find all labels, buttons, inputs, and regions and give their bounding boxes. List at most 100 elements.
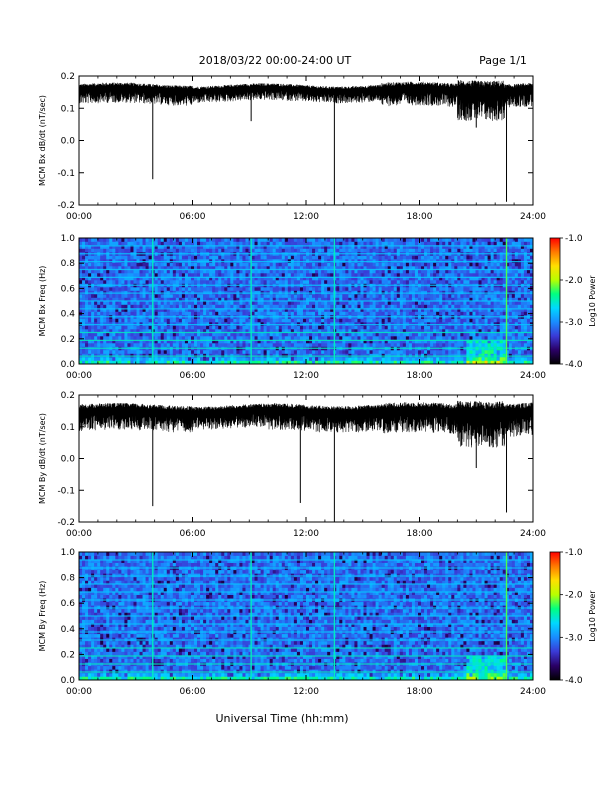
spectrogram-cell [103, 329, 107, 333]
spectrogram-cell [484, 266, 488, 270]
spectrogram-cell [281, 241, 286, 246]
spectrogram-cell [97, 287, 101, 291]
spectrogram-cell [414, 262, 419, 267]
spectrogram-cell [218, 290, 222, 295]
spectrogram-cell [354, 360, 358, 365]
spectrogram-cell [287, 280, 292, 284]
spectrogram-cell [469, 325, 473, 330]
spectrogram-cell [293, 357, 298, 361]
spectrogram-cell [127, 255, 131, 260]
spectrogram-cell [154, 318, 158, 323]
spectrogram-cell [109, 360, 113, 365]
spectrogram-cell [221, 255, 225, 260]
spectrogram-cell [281, 322, 286, 326]
spectrogram-cell [296, 332, 301, 337]
spectrogram-cell [109, 276, 113, 281]
spectrogram-cell [357, 329, 361, 333]
spectrogram-cell [475, 259, 479, 263]
spectrogram-cell [369, 287, 373, 291]
spectrogram-cell [221, 336, 225, 340]
spectrogram-cell [85, 238, 89, 242]
spectrogram-cell [484, 325, 488, 330]
spectrogram-cell [242, 301, 246, 305]
spectrogram-cell [215, 329, 219, 333]
spectrogram-cell [85, 294, 89, 298]
spectrogram-cell [448, 353, 452, 358]
spectrogram-cell [345, 311, 349, 316]
spectrogram-cell [269, 266, 274, 270]
spectrogram-cell [408, 262, 413, 267]
spectrogram-cell [402, 332, 407, 337]
spectrogram-cell [88, 350, 92, 354]
spectrogram-cell [224, 297, 228, 302]
spectrogram-cell [375, 294, 379, 298]
spectrogram-cell [227, 304, 231, 309]
spectrogram-cell [312, 259, 316, 263]
spectrogram-cell [402, 262, 407, 267]
spectrogram-cell [194, 259, 198, 263]
spectrogram-cell [487, 308, 491, 312]
spectrogram-cell [299, 245, 304, 249]
spectrogram-cell [224, 248, 228, 253]
spectrogram-cell [369, 357, 373, 361]
spectrogram-cell [454, 248, 458, 253]
spectrogram-cell [302, 269, 307, 274]
spectrogram-cell [357, 325, 361, 330]
spectrogram-cell [263, 304, 267, 309]
spectrogram-cell [194, 297, 198, 302]
spectrogram-cell [169, 343, 174, 347]
spectrogram-cell [269, 357, 274, 361]
spectrogram-cell [106, 269, 110, 274]
spectrogram-cell [484, 276, 488, 281]
spectrogram-cell [266, 353, 270, 358]
spectrogram-cell [351, 308, 355, 312]
spectrogram-cell [203, 294, 207, 298]
spectrogram-cell [309, 294, 313, 298]
spectrogram-cell [278, 360, 283, 365]
spectrogram-cell [414, 308, 419, 312]
spectrogram-cell [302, 311, 307, 316]
spectrogram-cell [451, 304, 455, 309]
spectrogram-cell [190, 297, 195, 302]
spectrogram-cell [109, 297, 113, 302]
spectrogram-cell [414, 329, 419, 333]
spectrogram-cell [221, 245, 225, 249]
panels: 00:00 06:00 12:00 18:00 24:00-0.2-0.10.00.10… [38, 72, 597, 697]
spectrogram-cell [463, 294, 467, 298]
spectrogram-cell [436, 360, 440, 365]
spectrogram-cell [260, 290, 264, 295]
spectrogram-cell [94, 308, 98, 312]
spectrogram-cell [402, 329, 407, 333]
spectrogram-cell [257, 280, 261, 284]
spectrogram-cell [266, 325, 270, 330]
spectrogram-cell [484, 343, 488, 347]
spectrogram-cell [181, 339, 186, 344]
spectrogram-cell [100, 318, 104, 323]
spectrogram-cell [254, 311, 258, 316]
spectrogram-cell [121, 336, 125, 340]
spectrogram-cell [187, 245, 192, 249]
spectrogram-cell [230, 304, 234, 309]
spectrogram-cell [336, 238, 340, 242]
spectrogram-cell [142, 336, 146, 340]
spectrogram-cell [487, 322, 491, 326]
spectrogram-cell [318, 269, 322, 274]
spectrogram-cell [290, 325, 295, 330]
spectrogram-cell [393, 259, 398, 263]
spectrogram-cell [233, 297, 237, 302]
spectrogram-cell [133, 353, 137, 358]
spectrogram-cell [157, 339, 162, 344]
spectrogram-cell [378, 339, 382, 344]
spectrogram-cell [209, 266, 213, 270]
spectrogram-cell [411, 308, 416, 312]
spectrogram-cell [112, 322, 116, 326]
spectrogram-cell [363, 332, 367, 337]
spectrogram-cell [442, 238, 446, 242]
spectrogram-cell [448, 325, 452, 330]
spectrogram-cell [175, 248, 180, 253]
spectrogram-cell [411, 273, 416, 277]
spectrogram-cell [139, 357, 143, 361]
spectrogram-cell [387, 245, 392, 249]
spectrogram-cell [230, 297, 234, 302]
spectrogram-cell [396, 255, 401, 260]
